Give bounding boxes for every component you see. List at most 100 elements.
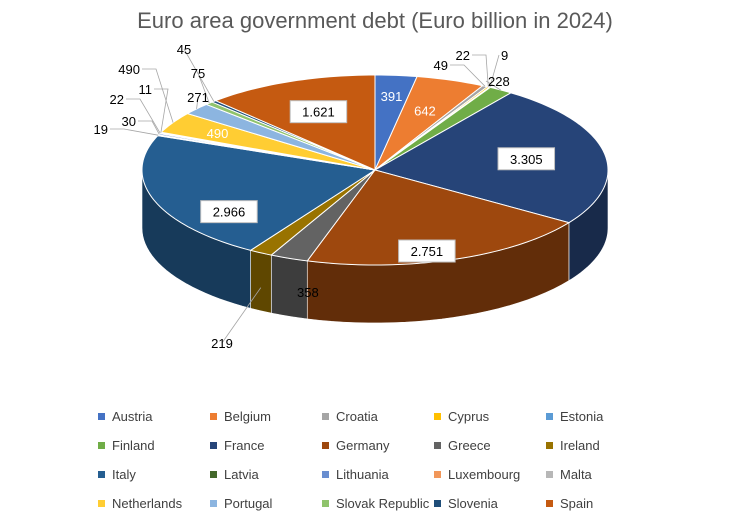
chart-title: Euro area government debt (Euro billion … bbox=[137, 8, 613, 33]
legend-swatch-italy bbox=[98, 471, 105, 478]
pie-sides bbox=[141, 169, 609, 324]
legend-item-netherlands: Netherlands bbox=[98, 489, 210, 518]
leader-line-luxembourg bbox=[126, 98, 161, 134]
legend-label-belgium: Belgium bbox=[224, 409, 271, 424]
legend-swatch-finland bbox=[98, 442, 105, 449]
legend-item-france: France bbox=[210, 431, 322, 460]
legend-label-malta: Malta bbox=[560, 467, 592, 482]
legend-swatch-greece bbox=[434, 442, 441, 449]
legend-item-slovenia: Slovenia bbox=[434, 489, 546, 518]
pie-slice-belgium bbox=[374, 76, 484, 171]
data-label-box-france bbox=[497, 147, 556, 171]
leader-lines bbox=[110, 48, 501, 344]
data-label-box-germany bbox=[398, 239, 456, 263]
legend-item-germany: Germany bbox=[322, 431, 434, 460]
legend-label-finland: Finland bbox=[112, 438, 155, 453]
legend-row: Netherlands Portugal Slovak Republic Sloven… bbox=[98, 489, 658, 518]
legend-label-austria: Austria bbox=[112, 409, 153, 424]
pie-slice-france bbox=[373, 92, 609, 224]
data-label-greece: 358 bbox=[297, 285, 319, 300]
legend-row: Italy Latvia Lithuania Luxembourg Malta bbox=[98, 460, 658, 489]
legend-label-germany: Germany bbox=[336, 438, 390, 453]
data-label-austria: 391 bbox=[381, 89, 403, 104]
legend-item-italy: Italy bbox=[98, 460, 210, 489]
leader-line-slovak-republic bbox=[197, 72, 210, 104]
legend-swatch-cyprus bbox=[434, 413, 441, 420]
pie-slice-ireland bbox=[249, 169, 376, 256]
legend-swatch-slovenia bbox=[434, 500, 441, 507]
data-labels: 391 642 3.305 2.751 358 2.966 490 1.621 49 22 9 228… bbox=[94, 42, 556, 351]
legend-label-netherlands: Netherlands bbox=[112, 496, 183, 511]
data-label-netherlands: 490 bbox=[207, 126, 229, 141]
legend-label-slovenia: Slovenia bbox=[448, 496, 498, 511]
leader-line-portugal bbox=[196, 96, 199, 109]
legend-swatch-slovak-republic bbox=[322, 500, 329, 507]
data-label-luxembourg: 22 bbox=[110, 92, 124, 107]
legend: Austria Belgium Croatia Cyprus Estonia Finlan… bbox=[98, 402, 658, 518]
leader-line-ireland bbox=[221, 287, 262, 344]
legend-item-greece: Greece bbox=[434, 431, 546, 460]
legend-row: Finland France Germany Greece Ireland bbox=[98, 431, 658, 460]
legend-swatch-belgium bbox=[210, 413, 217, 420]
legend-swatch-netherlands bbox=[98, 500, 105, 507]
legend-swatch-austria bbox=[98, 413, 105, 420]
legend-swatch-spain bbox=[546, 500, 553, 507]
legend-swatch-luxembourg bbox=[434, 471, 441, 478]
legend-label-slovak-republic: Slovak Republic bbox=[336, 496, 430, 511]
legend-item-cyprus: Cyprus bbox=[434, 402, 546, 431]
data-label-italy: 2.966 bbox=[213, 205, 246, 220]
data-label-cyprus: 22 bbox=[456, 48, 470, 63]
data-label-portugal: 271 bbox=[187, 90, 209, 105]
legend-row: Austria Belgium Croatia Cyprus Estonia bbox=[98, 402, 658, 431]
legend-swatch-malta bbox=[546, 471, 553, 478]
legend-swatch-estonia bbox=[546, 413, 553, 420]
legend-label-luxembourg: Luxembourg bbox=[448, 467, 521, 482]
pie-slice-greece bbox=[270, 169, 376, 262]
data-label-box-spain bbox=[289, 100, 348, 124]
legend-label-lithuania: Lithuania bbox=[336, 467, 389, 482]
data-label-france: 3.305 bbox=[510, 152, 543, 167]
legend-item-ireland: Ireland bbox=[546, 431, 658, 460]
data-label-estonia: 9 bbox=[501, 48, 508, 63]
legend-item-slovak-republic: Slovak Republic bbox=[322, 489, 434, 518]
data-label-germany: 2.751 bbox=[411, 244, 444, 259]
legend-item-latvia: Latvia bbox=[210, 460, 322, 489]
pie-side-ireland bbox=[250, 249, 272, 314]
legend-label-italy: Italy bbox=[112, 467, 136, 482]
legend-label-croatia: Croatia bbox=[336, 409, 378, 424]
pie-chart: 391 642 3.305 2.751 358 2.966 490 1.621 49 22 9 228… bbox=[94, 42, 609, 351]
legend-label-ireland: Ireland bbox=[560, 438, 600, 453]
data-label-malta: 11 bbox=[139, 82, 153, 97]
leader-line-latvia bbox=[110, 128, 159, 136]
legend-swatch-lithuania bbox=[322, 471, 329, 478]
legend-item-estonia: Estonia bbox=[546, 402, 658, 431]
legend-swatch-portugal bbox=[210, 500, 217, 507]
legend-item-portugal: Portugal bbox=[210, 489, 322, 518]
data-label-box-italy bbox=[200, 200, 258, 224]
legend-label-greece: Greece bbox=[448, 438, 491, 453]
legend-item-croatia: Croatia bbox=[322, 402, 434, 431]
data-label-netherlands: 490 bbox=[118, 62, 140, 77]
legend-item-spain: Spain bbox=[546, 489, 658, 518]
legend-item-austria: Austria bbox=[98, 402, 210, 431]
legend-swatch-france bbox=[210, 442, 217, 449]
leader-line-cyprus bbox=[472, 54, 489, 88]
legend-item-belgium: Belgium bbox=[210, 402, 322, 431]
leader-line-slovenia bbox=[183, 48, 215, 102]
legend-item-finland: Finland bbox=[98, 431, 210, 460]
legend-label-cyprus: Cyprus bbox=[448, 409, 490, 424]
data-label-croatia: 49 bbox=[434, 58, 448, 73]
legend-item-lithuania: Lithuania bbox=[322, 460, 434, 489]
leader-line-lithuania bbox=[138, 120, 160, 135]
pie-top bbox=[141, 74, 609, 266]
data-label-spain: 1.621 bbox=[302, 105, 335, 120]
data-label-finland: 228 bbox=[488, 74, 510, 89]
legend-swatch-germany bbox=[322, 442, 329, 449]
leader-line-finland bbox=[485, 80, 501, 91]
data-label-belgium: 642 bbox=[414, 104, 436, 119]
data-label-latvia: 19 bbox=[94, 122, 108, 137]
legend-label-spain: Spain bbox=[560, 496, 594, 511]
leader-line-estonia bbox=[489, 54, 500, 88]
leader-line-malta bbox=[154, 88, 169, 133]
legend-swatch-croatia bbox=[322, 413, 329, 420]
